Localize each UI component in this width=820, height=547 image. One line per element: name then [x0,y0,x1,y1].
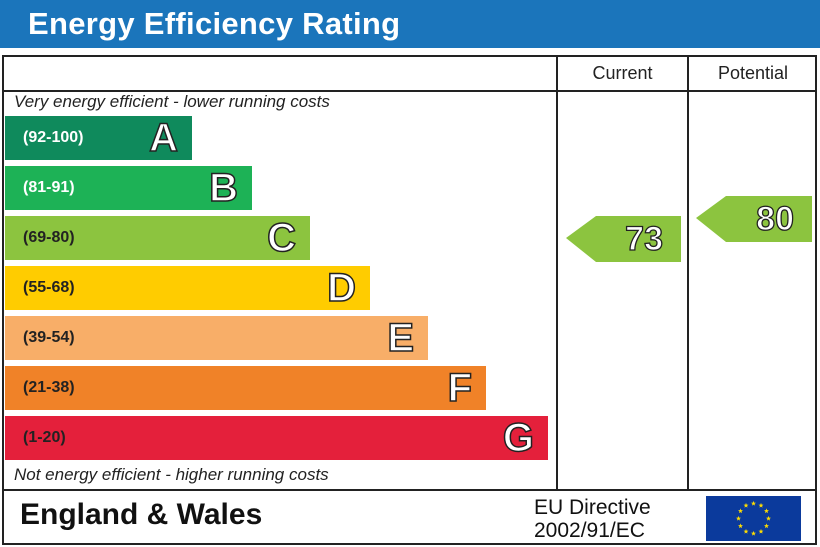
eu-star-icon [766,515,771,521]
eu-star-icon [751,500,756,506]
eu-star-icon [758,502,764,508]
band-range-label: (39-54) [23,329,75,346]
band-letter: A [148,115,178,161]
current-arrow-shape [566,216,681,262]
band-letter: F [447,365,473,411]
eu-star-icon [738,523,743,529]
band-letter: G [502,415,535,461]
band-letter: D [326,265,356,311]
potential-rating-value: 80 [756,199,795,238]
band-d: (55-68) D [5,265,370,311]
band-a: (92-100) A [5,115,192,161]
directive-line-1: EU Directive [534,496,651,519]
eu-star-icon [738,508,743,514]
current-rating-value: 73 [625,219,664,258]
band-letter: C [266,215,296,261]
eu-star-icon [758,528,764,534]
band-f: (21-38) F [5,365,486,411]
current-rating-arrow: 73 [566,216,681,262]
band-c: (69-80) C [5,215,310,261]
column-divider-current [556,55,558,491]
band-range-label: (1-20) [23,429,66,446]
band-g: (1-20) G [5,415,548,461]
band-b: (81-91) B [5,165,252,211]
column-header-current: Current [592,63,653,83]
eu-star-icon [743,528,749,534]
band-e: (39-54) E [5,315,428,361]
potential-arrow-shape [696,196,812,242]
top-note: Very energy efficient - lower running co… [14,92,330,111]
eu-star-icon [743,502,749,508]
footer-directive: EU Directive 2002/91/EC [534,496,651,542]
eu-star-icon [764,523,769,529]
potential-rating-arrow: 80 [696,196,812,242]
footer-divider [2,489,817,491]
footer-country: England & Wales [20,498,263,531]
band-range-label: (21-38) [23,379,75,396]
band-range-label: (55-68) [23,279,75,296]
column-header-potential: Potential [717,63,789,83]
eu-star-icon [764,508,769,514]
eu-flag-icon [706,496,801,541]
column-divider-potential [687,55,689,491]
band-range-label: (69-80) [23,229,75,246]
band-letter: B [208,165,238,211]
header-divider [2,90,817,92]
eu-star-icon [736,515,741,521]
band-letter: E [387,315,415,361]
page-title: Energy Efficiency Rating [0,0,820,48]
rating-frame [2,55,817,545]
band-range-label: (92-100) [23,129,84,146]
eu-star-icon [751,530,756,536]
band-range-label: (81-91) [23,179,75,196]
directive-line-2: 2002/91/EC [534,519,645,542]
bottom-note: Not energy efficient - higher running co… [14,465,329,484]
